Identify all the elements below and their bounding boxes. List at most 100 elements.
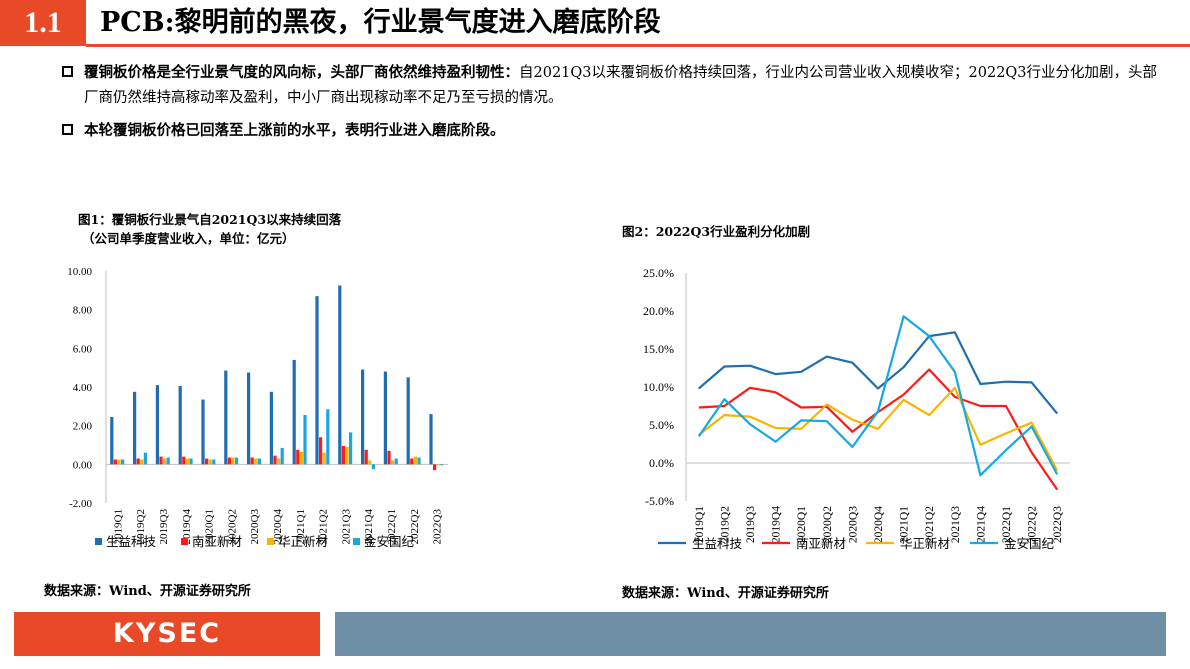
bar <box>319 437 323 465</box>
legend-label: 金安国纪 <box>1004 536 1055 551</box>
bullet-2: 本轮覆铜板价格已回落至上涨前的水平，表明行业进入磨底阶段。 <box>62 118 1170 144</box>
legend-label: 生益科技 <box>692 537 743 551</box>
figure-1-title-line1: 图1：覆铜板行业景气自2021Q3以来持续回落 <box>78 212 342 227</box>
legend-label: 南亚新材 <box>796 536 846 551</box>
bar <box>361 369 365 465</box>
bar <box>110 416 114 465</box>
x-tick-label: 2020Q3 <box>847 506 859 543</box>
bullet-1-text: 自2021Q3以来覆铜板价格持续回落，行业内公司营业收入规模收窄；2022Q3行… <box>84 65 1158 106</box>
figure-2-title: 图2：2022Q3行业盈利分化加剧 <box>622 224 811 239</box>
series-line <box>698 386 1059 472</box>
y-tick-label: 25.0% <box>643 266 674 280</box>
bar <box>273 455 277 465</box>
bar <box>269 391 273 465</box>
x-tick-label: 2020Q1 <box>204 509 216 544</box>
x-tick-label: 2022Q3 <box>432 509 444 545</box>
bar <box>140 459 144 465</box>
x-tick-label: 2019Q1 <box>112 509 124 544</box>
bar <box>113 459 117 465</box>
legend-swatch <box>181 538 188 545</box>
bar <box>292 359 296 465</box>
x-tick-label: 2021Q2 <box>924 506 936 543</box>
bar <box>429 414 433 465</box>
bar <box>182 456 186 465</box>
y-tick-label: -5.0% <box>645 494 674 508</box>
y-tick-label: 20.0% <box>643 304 674 318</box>
bar <box>250 457 254 465</box>
bar <box>326 409 330 465</box>
title-underline <box>86 44 1190 47</box>
bullet-2-strong: 本轮覆铜板价格已回落至上涨前的水平，表明行业进入磨底阶段。 <box>84 122 505 139</box>
y-tick-label: 8.00 <box>73 305 93 317</box>
bar <box>349 432 353 465</box>
x-tick-label: 2022Q1 <box>386 509 398 544</box>
bar <box>315 296 319 465</box>
bar <box>189 458 193 465</box>
bar <box>394 458 398 465</box>
y-tick-label: 4.00 <box>73 382 93 394</box>
bar <box>364 449 368 465</box>
square-bullet-icon <box>62 124 73 135</box>
x-tick-label: 2019Q3 <box>158 509 170 545</box>
legend-label: 华正新材 <box>278 534 328 549</box>
legend-label: 生益科技 <box>106 535 157 549</box>
bar <box>155 385 159 465</box>
bar <box>185 458 189 465</box>
bar <box>136 458 140 465</box>
x-tick-label: 2020Q4 <box>873 506 885 543</box>
bar <box>231 457 235 465</box>
figure-2-source: 数据来源：Wind、开源证券研究所 <box>622 586 829 601</box>
x-tick-label: 2019Q4 <box>771 506 783 543</box>
bar <box>235 457 239 465</box>
x-tick-label: 2020Q2 <box>226 509 238 544</box>
bullet-1: 覆铜板价格是全行业景气度的风向标，头部厂商依然维持盈利韧性：自2021Q3以来覆… <box>62 60 1170 111</box>
legend-label: 南亚新材 <box>192 534 242 549</box>
bar <box>201 399 205 465</box>
bar <box>440 464 444 466</box>
bar <box>433 464 437 471</box>
x-tick-label: 2021Q4 <box>975 506 987 543</box>
bar <box>143 452 147 465</box>
bar <box>163 458 167 465</box>
bar-chart-revenue: 10.00 8.00 6.00 4.00 2.00 0.00 -2.00 2019Q1 2019… <box>67 266 448 549</box>
bar <box>413 456 417 465</box>
x-tick-label: 2020Q2 <box>822 506 834 543</box>
bullet-1-strong: 覆铜板价格是全行业景气度的风向标，头部厂商依然维持盈利韧性： <box>84 64 519 81</box>
bar <box>368 460 372 465</box>
x-tick-label: 2020Q4 <box>272 509 284 545</box>
bar <box>417 457 421 465</box>
kysec-logo: KYSEC <box>14 612 320 656</box>
bar <box>117 459 121 465</box>
x-tick-label: 2022Q1 <box>1001 506 1013 543</box>
x-tick-label: 2019Q3 <box>745 506 757 543</box>
x-tick-label: 2019Q2 <box>719 506 731 543</box>
bar <box>341 445 345 465</box>
x-tick-label: 2021Q3 <box>340 509 352 545</box>
bar <box>257 458 261 465</box>
square-bullet-icon <box>62 66 73 77</box>
section-number: 1.1 <box>0 0 86 46</box>
bar <box>133 391 137 465</box>
x-tick-label: 2020Q1 <box>796 506 808 543</box>
x-tick-label: 2019Q2 <box>135 509 147 544</box>
x-tick-label: 2021Q2 <box>318 509 330 544</box>
bar <box>280 447 284 465</box>
bar <box>345 446 349 465</box>
y-tick-label: 15.0% <box>643 342 674 356</box>
bar <box>277 458 281 465</box>
bar <box>166 457 170 465</box>
bar <box>371 464 375 470</box>
bar <box>303 415 307 465</box>
bar <box>436 464 440 466</box>
bar <box>159 456 163 465</box>
x-tick-label: 2019Q4 <box>181 509 193 545</box>
figure-1-title: 图1：覆铜板行业景气自2021Q3以来持续回落 （公司单季度营业收入，单位：亿元… <box>78 210 341 248</box>
bar <box>391 460 395 465</box>
page-title: PCB:黎明前的黑夜，行业景气度进入磨底阶段 <box>100 7 661 38</box>
legend-swatch <box>267 538 274 545</box>
x-tick-label: 2020Q3 <box>249 509 261 545</box>
x-tick-label: 2022Q2 <box>409 509 421 544</box>
bar <box>205 458 209 465</box>
legend-label: 华正新材 <box>900 536 950 551</box>
legend-label: 金安国纪 <box>364 534 415 549</box>
